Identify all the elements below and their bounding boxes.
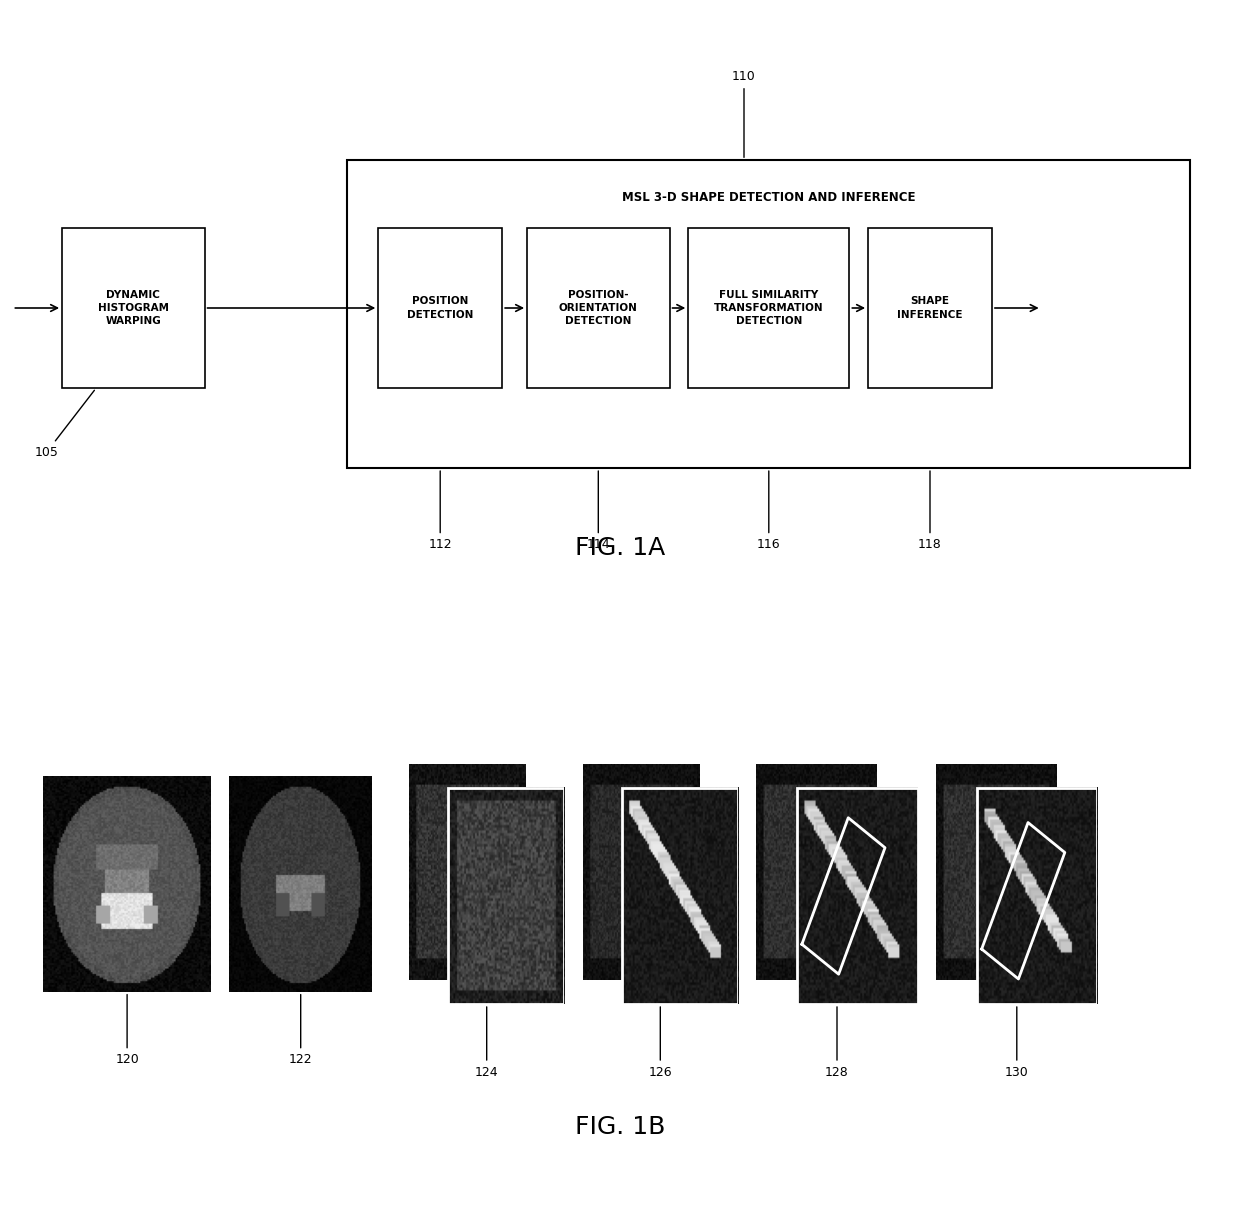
FancyBboxPatch shape xyxy=(347,160,1190,468)
Text: 130: 130 xyxy=(1004,1007,1029,1079)
Text: MSL 3-D SHAPE DETECTION AND INFERENCE: MSL 3-D SHAPE DETECTION AND INFERENCE xyxy=(622,191,915,205)
Text: FIG. 1B: FIG. 1B xyxy=(575,1115,665,1140)
FancyBboxPatch shape xyxy=(62,228,205,388)
Text: 114: 114 xyxy=(587,471,610,551)
Text: POSITION-
ORIENTATION
DETECTION: POSITION- ORIENTATION DETECTION xyxy=(559,290,637,326)
Text: POSITION
DETECTION: POSITION DETECTION xyxy=(407,297,474,319)
Text: 124: 124 xyxy=(475,1007,498,1079)
Text: 128: 128 xyxy=(825,1007,849,1079)
FancyBboxPatch shape xyxy=(868,228,992,388)
Text: 120: 120 xyxy=(115,994,139,1067)
Text: 126: 126 xyxy=(649,1007,672,1079)
Text: DYNAMIC
HISTOGRAM
WARPING: DYNAMIC HISTOGRAM WARPING xyxy=(98,290,169,326)
Text: 105: 105 xyxy=(35,391,94,458)
Text: 110: 110 xyxy=(732,70,756,158)
Text: 122: 122 xyxy=(289,994,312,1067)
Text: FIG. 1A: FIG. 1A xyxy=(575,536,665,561)
FancyBboxPatch shape xyxy=(378,228,502,388)
FancyBboxPatch shape xyxy=(688,228,849,388)
Text: 118: 118 xyxy=(918,471,942,551)
FancyBboxPatch shape xyxy=(527,228,670,388)
Text: 116: 116 xyxy=(756,471,781,551)
Text: FULL SIMILARITY
TRANSFORMATION
DETECTION: FULL SIMILARITY TRANSFORMATION DETECTION xyxy=(714,290,823,326)
Text: 112: 112 xyxy=(428,471,453,551)
Text: SHAPE
INFERENCE: SHAPE INFERENCE xyxy=(898,297,962,319)
